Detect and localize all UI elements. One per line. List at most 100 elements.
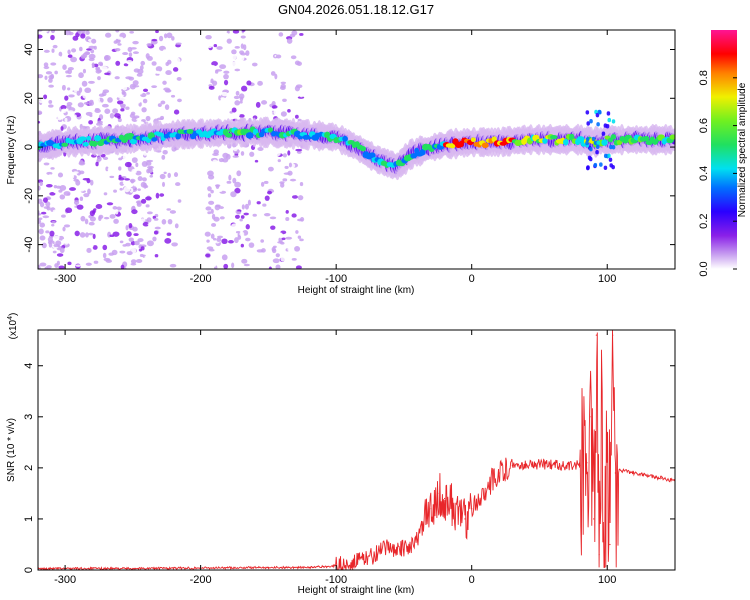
- spectrogram-noise-cell: [206, 246, 214, 250]
- spectrogram-noise-cell: [232, 155, 239, 158]
- spectrogram-noise-cell: [73, 200, 80, 205]
- spectrogram-noise-cell: [106, 202, 114, 206]
- spectrogram-noise-cell: [207, 42, 213, 49]
- snr-panel: -300 -200 -100 0 100 0 1 2 3 4 Height of straigh…: [6, 313, 676, 596]
- spectrogram-noise-cell: [48, 174, 53, 179]
- spectrogram-x-ticks: -300 -200 -100 0 100: [54, 30, 616, 285]
- spectrogram-noise-cell: [40, 211, 47, 215]
- spectrogram-fringe-cell: [585, 110, 590, 115]
- spectrogram-fringe-cell: [589, 147, 593, 152]
- spectrogram-noise-cell: [169, 159, 174, 166]
- spectrogram-ridge-core: [419, 148, 426, 156]
- spectrogram-noise-cell: [299, 182, 304, 187]
- spectrogram-fringe-cell: [595, 144, 600, 149]
- snr-data-point: [484, 487, 486, 489]
- spectrogram-noise-cell: [240, 151, 245, 156]
- spectrogram-noise-cell: [173, 109, 180, 115]
- spectrogram-noise-cell: [79, 232, 86, 238]
- spectrogram-noise-cell: [86, 178, 91, 184]
- spectrogram-noise-cell: [51, 48, 55, 53]
- spectrogram-noise-cell: [140, 198, 147, 204]
- spectrogram-noise-cell: [173, 57, 181, 64]
- spectrogram-ridge-core: [470, 137, 476, 142]
- snr-data-point: [430, 508, 432, 510]
- spectrogram-noise-cell: [94, 108, 101, 114]
- spectrogram-noise-cell: [173, 172, 179, 178]
- spectrogram-fringe-cell: [585, 140, 589, 146]
- spectrogram-noise-cell: [76, 169, 82, 176]
- spectrogram-noise-cell: [131, 157, 138, 163]
- spectrogram-noise-cell: [104, 55, 109, 61]
- spectrogram-noise-cell: [240, 253, 247, 257]
- spectrogram-noise-cell: [260, 181, 265, 187]
- spectrogram-noise-cell: [285, 217, 290, 222]
- spectrogram-noise-cell: [122, 85, 128, 91]
- snr-data-point: [416, 538, 419, 540]
- snr-data-point: [443, 497, 446, 500]
- spectrogram-noise-cell: [242, 190, 248, 195]
- spectrogram-ridge-core: [245, 132, 254, 139]
- spectrogram-noise-cell: [234, 181, 242, 188]
- spectrogram-noise-cell: [89, 216, 96, 222]
- spectrogram-noise-cell: [95, 170, 103, 175]
- spectrogram-noise-cell: [287, 108, 291, 113]
- spectrogram-noise-cell: [282, 206, 287, 213]
- spectrogram-noise-cell: [124, 161, 132, 168]
- spectrogram-noise-cell: [105, 32, 112, 38]
- spectrogram-noise-cell: [137, 232, 144, 239]
- spectrogram-noise-cell: [59, 194, 66, 200]
- spectrogram-noise-cell: [55, 67, 62, 71]
- spectrogram-noise-cell: [238, 114, 245, 118]
- spectrogram-noise-cell: [275, 264, 281, 269]
- spectrogram-noise-cell: [45, 108, 51, 112]
- spectrogram-noise-cell: [213, 43, 218, 48]
- spectrogram-ridge-core: [410, 153, 418, 159]
- spectrogram-noise-cell: [52, 44, 58, 49]
- spectrogram-noise-cell: [130, 111, 136, 116]
- spectrogram-noise-cell: [147, 222, 155, 227]
- spectrogram-noise-cell: [67, 261, 72, 266]
- spectrogram-noise-cell: [38, 255, 43, 260]
- spectrogram-noise-cell: [72, 233, 76, 237]
- spectrogram-ridge-core: [86, 136, 92, 141]
- spectrogram-noise-cell: [163, 33, 168, 39]
- spectrogram-noise-cell: [297, 96, 305, 99]
- spectrogram-noise-cell: [166, 98, 171, 105]
- spectrogram-ridge-core: [563, 138, 569, 146]
- spectrogram-ridge-core: [61, 142, 69, 147]
- spectrogram-fringe-cell: [606, 111, 611, 116]
- spectrogram-noise-cell: [91, 38, 97, 44]
- spectrogram-ytick-label: 20: [23, 92, 35, 104]
- spectrogram-noise-cell: [169, 30, 173, 33]
- spectrogram-noise-cell: [211, 101, 218, 105]
- spectrogram-noise-cell: [125, 106, 130, 110]
- spectrogram-noise-cell: [251, 62, 258, 67]
- spectrogram-noise-cell: [205, 253, 211, 258]
- spectrogram-fringe-cell: [591, 136, 596, 142]
- spectrogram-noise-cell: [84, 87, 92, 94]
- spectrogram-noise-cell: [234, 100, 241, 106]
- spectrogram-noise-cell: [206, 65, 213, 70]
- spectrogram-noise-cell: [242, 169, 246, 173]
- spectrogram-noise-cell: [88, 57, 95, 62]
- spectrogram-noise-cell: [269, 177, 277, 181]
- spectrogram-noise-cell: [151, 38, 158, 42]
- spectrogram-noise-cell: [223, 248, 228, 253]
- colorbar-ticks: 0.0 0.2 0.4 0.6 0.8: [698, 70, 737, 277]
- spectrogram-noise-cell: [155, 66, 163, 72]
- spectrogram-noise-cell: [169, 263, 177, 268]
- spectrogram-noise-cell: [177, 199, 182, 203]
- spectrogram-noise-cell: [264, 195, 270, 201]
- spectrogram-noise-cell: [65, 70, 70, 74]
- spectrogram-fringe-cell: [609, 144, 613, 150]
- spectrogram-noise-cell: [136, 117, 143, 122]
- spectrogram-noise-cell: [97, 120, 103, 124]
- colorbar: 0.0 0.2 0.4 0.6 0.8 Normalized spectral ampl…: [698, 30, 748, 277]
- snr-data-point: [538, 463, 541, 465]
- spectrogram-noise-cell: [167, 59, 172, 65]
- spectrogram-noise-cell: [137, 238, 144, 243]
- spectrogram-noise-cell: [258, 49, 265, 56]
- spectrogram-noise-cell: [131, 209, 138, 215]
- spectrogram-noise-cell: [150, 249, 155, 253]
